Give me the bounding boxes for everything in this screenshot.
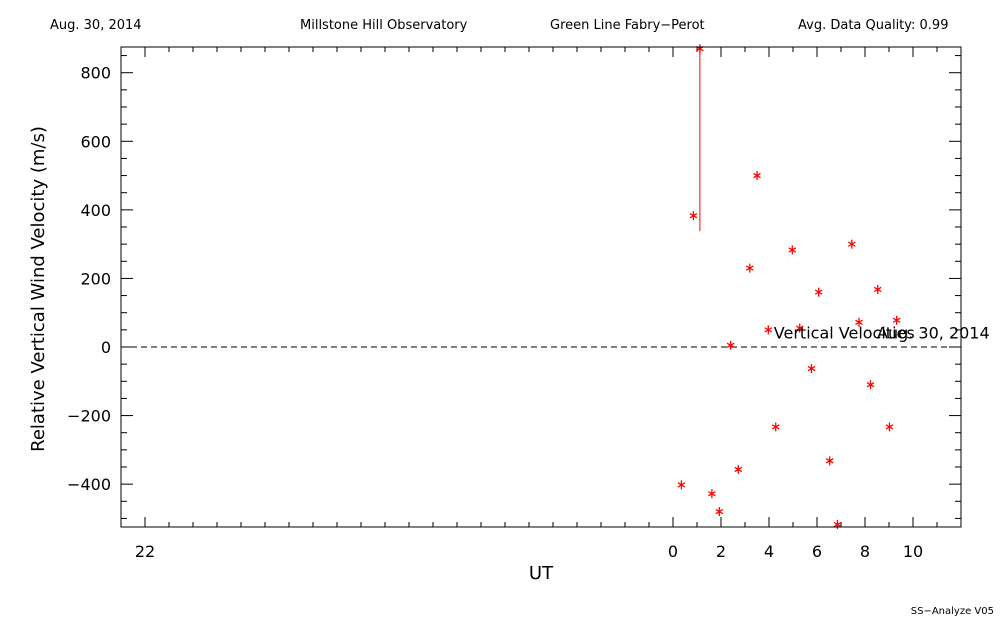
x-axis-title: UT	[529, 563, 554, 584]
data-point	[771, 422, 780, 432]
header-instrument: Green Line Fabry−Perot	[550, 18, 705, 33]
y-tick-label: 0	[101, 338, 111, 357]
data-point	[753, 171, 761, 181]
data-point	[855, 317, 863, 327]
data-point-stroke	[873, 286, 882, 293]
y-tick-label: 800	[80, 64, 111, 83]
y-tick-label: 200	[80, 269, 111, 288]
data-point-stroke	[892, 317, 901, 323]
plot-frame	[120, 46, 962, 528]
data-point-stroke	[855, 319, 863, 325]
data-point-stroke	[847, 241, 856, 247]
data-point-stroke	[708, 491, 716, 497]
y-tick-label: 400	[80, 201, 111, 220]
data-point-stroke	[807, 365, 816, 372]
footer-version: SS−Analyze V05	[910, 606, 994, 617]
y-axis-title: Relative Vertical Wind Velocity (m/s)	[28, 126, 49, 452]
data-point-stroke	[689, 213, 698, 219]
header-date: Aug. 30, 2014	[50, 18, 142, 33]
x-tick-label: 8	[860, 542, 870, 561]
data-point-stroke	[825, 458, 834, 464]
header-observatory: Millstone Hill Observatory	[300, 18, 468, 33]
data-point	[726, 340, 735, 350]
data-point	[807, 364, 816, 374]
data-point	[788, 245, 797, 255]
data-point	[866, 380, 875, 390]
legend-date: Aug. 30, 2014	[877, 323, 990, 342]
legend: * Vertical Velocities Aug. 30, 2014	[774, 323, 990, 342]
header-data-quality: Avg. Data Quality: 0.99	[798, 18, 949, 33]
data-point-stroke	[753, 172, 761, 179]
data-point-stroke	[726, 342, 735, 348]
data-point	[715, 507, 724, 517]
data-point-stroke	[715, 508, 724, 515]
data-point	[734, 464, 743, 474]
tick-labels: 22 0 2 4 6 8 10 −400 −200 0 200 400 600 800	[67, 64, 923, 561]
data-point	[677, 480, 686, 490]
axis-ticks	[120, 47, 962, 527]
data-point	[825, 456, 834, 466]
data-point-stroke	[771, 424, 780, 430]
data-point-stroke	[795, 325, 804, 331]
data-point	[873, 284, 882, 294]
data-point-stroke	[734, 466, 743, 473]
data-point-stroke	[814, 289, 823, 295]
x-tick-label: 0	[668, 542, 678, 561]
data-point	[833, 520, 842, 530]
data-point	[708, 489, 716, 499]
data-point-stroke	[677, 482, 686, 488]
x-tick-label: 2	[716, 542, 726, 561]
data-point-stroke	[764, 327, 773, 333]
data-point-stroke	[745, 265, 754, 271]
data-point-stroke	[788, 247, 797, 253]
x-tick-label: 22	[135, 542, 155, 561]
x-tick-label: 10	[903, 542, 923, 561]
data-point	[795, 323, 804, 333]
x-tick-label: 4	[764, 542, 774, 561]
data-point	[814, 287, 823, 297]
data-point	[689, 211, 698, 221]
x-tick-label: 6	[812, 542, 822, 561]
data-point	[745, 263, 754, 273]
y-tick-label: 600	[80, 132, 111, 151]
y-tick-label: −400	[67, 475, 111, 494]
data-point	[847, 239, 856, 249]
data-point-stroke	[885, 424, 894, 430]
y-tick-label: −200	[67, 407, 111, 426]
data-point-stroke	[833, 521, 842, 528]
data-point	[885, 422, 894, 432]
data-point-stroke	[866, 382, 875, 388]
legend-label: Vertical Velocities	[774, 323, 915, 342]
data-point	[764, 325, 773, 335]
data-points	[677, 44, 901, 530]
data-point	[892, 315, 901, 325]
